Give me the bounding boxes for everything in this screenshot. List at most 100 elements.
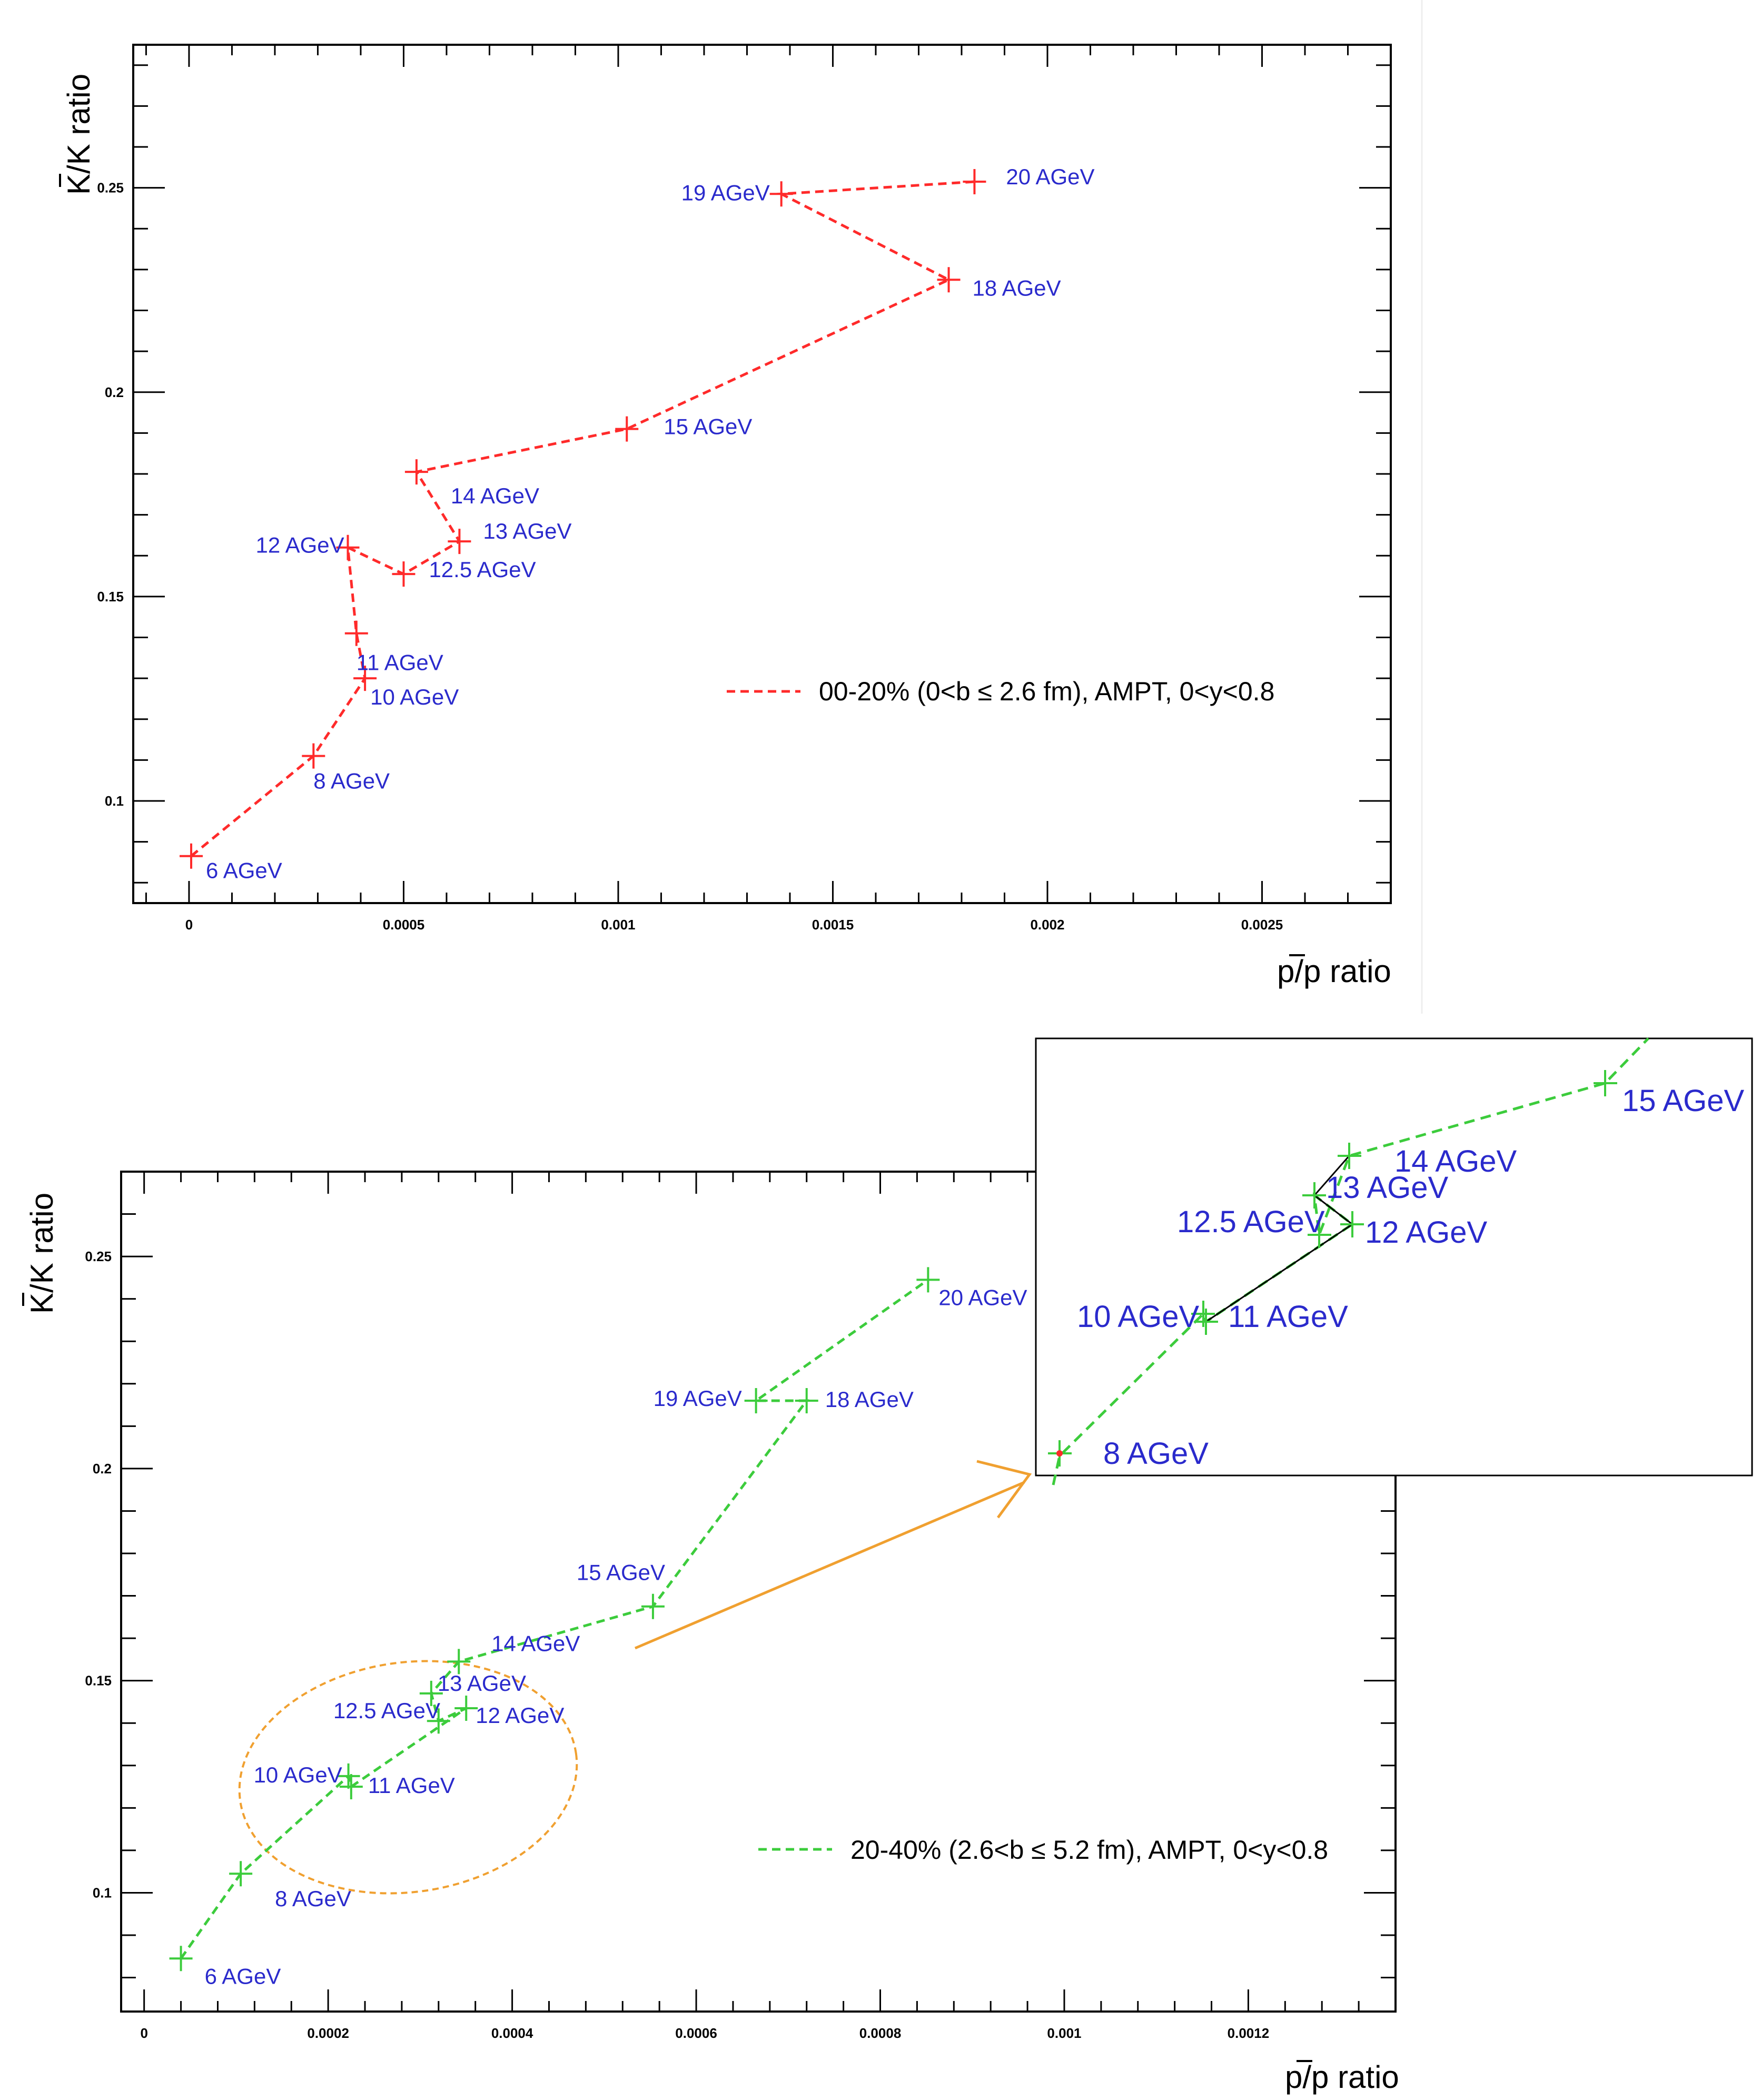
data-label: 8 AGeV [313, 769, 390, 794]
inset-marker [1302, 1182, 1326, 1209]
data-point [302, 743, 325, 769]
data-label: 14 AGeV [491, 1631, 580, 1656]
x-tick-label: 0 [185, 917, 193, 933]
inset-marker [1308, 1222, 1331, 1248]
legend-label: 20-40% (2.6<b ≤ 5.2 fm), AMPT, 0<y<0.8 [850, 1835, 1328, 1865]
data-label: 12 AGeV [256, 533, 344, 558]
inset-label-10: 10 AGeV [1077, 1300, 1199, 1334]
data-label: 20 AGeV [938, 1285, 1027, 1310]
y-tick-label: 0.2 [105, 384, 124, 400]
inset-marker [1340, 1211, 1364, 1237]
data-point [353, 666, 377, 691]
data-label: 14 AGeV [451, 483, 539, 508]
y-tick-labels: 0.1 0.15 0.2 0.25 [97, 180, 124, 809]
x-tick-label: 0.0008 [859, 2025, 902, 2041]
y-tick-labels: 0.1 0.15 0.2 0.25 [85, 1249, 112, 1900]
data-label: 6 AGeV [206, 858, 282, 883]
data-point [419, 1680, 443, 1706]
data-point [169, 1946, 193, 1972]
data-point [392, 561, 415, 587]
point-labels: 6 AGeV 8 AGeV 10 AGeV 11 AGeV 12 AGeV 12.5 AG… [205, 1285, 1027, 1988]
data-label: 18 AGeV [973, 275, 1061, 300]
plot-frame [120, 1171, 1397, 2013]
zoom-arrow-head [976, 1460, 1032, 1519]
data-label: 15 AGeV [664, 414, 752, 439]
data-point [795, 1388, 818, 1413]
series-path [180, 1279, 929, 1959]
data-point [404, 459, 428, 485]
x-tick-label: 0.0004 [491, 2025, 533, 2041]
data-point [448, 529, 471, 554]
x-tick-label: 0 [140, 2025, 147, 2041]
data-point [229, 1861, 253, 1887]
inset-frame [1035, 1037, 1753, 1477]
data-label: 10 AGeV [370, 685, 459, 709]
inset-label-14: 14 AGeV [1394, 1144, 1517, 1178]
data-label: 12.5 AGeV [333, 1698, 440, 1723]
inset-label-13: 13 AGeV [1326, 1171, 1448, 1205]
data-point [427, 1708, 450, 1734]
data-label: 18 AGeV [825, 1387, 914, 1412]
inset-label-11: 11 AGeV [1228, 1300, 1348, 1334]
legend: 20-40% (2.6<b ≤ 5.2 fm), AMPT, 0<y<0.8 [758, 1835, 1328, 1865]
data-label: 19 AGeV [681, 180, 770, 205]
x-axis-label: p/p ratio [1277, 954, 1391, 989]
inset-black-line [1205, 1155, 1354, 1323]
inset-marker [1594, 1070, 1617, 1096]
data-label: 12.5 AGeV [429, 557, 536, 582]
y-tick-label: 0.25 [97, 180, 124, 196]
data-point [615, 416, 639, 442]
x-tick-label: 0.0015 [812, 917, 854, 933]
data-point [337, 1763, 360, 1789]
data-label: 8 AGeV [275, 1886, 351, 1911]
y-tick-label: 0.15 [97, 589, 124, 605]
x-tick-labels: 0 0.0005 0.001 0.0015 0.002 0.0025 [185, 917, 1283, 933]
data-point [744, 1388, 768, 1413]
zoom-inset: 15 AGeV 14 AGeV 13 AGeV 12.5 AGeV 12 AGe… [1035, 1037, 1753, 1485]
top-chart: 0 0.0005 0.001 0.0015 0.002 0.0025 0.1 0.15 0.2… [59, 44, 1392, 989]
data-points [169, 1267, 940, 1972]
highlight-ellipse [238, 1660, 578, 1895]
data-point [180, 843, 203, 869]
data-label: 10 AGeV [254, 1762, 342, 1787]
data-point [339, 1774, 363, 1800]
data-label: 11 AGeV [368, 1773, 455, 1798]
series-line [180, 1279, 929, 1959]
data-label: 20 AGeV [1006, 164, 1094, 189]
y-axis-label: K/K ratio [61, 74, 96, 195]
inset-label-8: 8 AGeV [1103, 1437, 1209, 1471]
legend: 00-20% (0<b ≤ 2.6 fm), AMPT, 0<y<0.8 [727, 677, 1274, 706]
series-path [190, 180, 975, 857]
data-point [454, 1696, 478, 1721]
point-labels: 6 AGeV 8 AGeV 10 AGeV 11 AGeV 12 AGeV 12.5 AG… [206, 164, 1095, 883]
legend-label: 00-20% (0<b ≤ 2.6 fm), AMPT, 0<y<0.8 [819, 677, 1274, 706]
data-label: 12 AGeV [476, 1703, 564, 1728]
x-tick-labels: 0 0.0002 0.0004 0.0006 0.0008 0.001 0.0012 [140, 2025, 1269, 2041]
inset-label-15: 15 AGeV [1622, 1084, 1744, 1118]
zoom-arrow [635, 1481, 1025, 1650]
x-tick-label: 0.0006 [675, 2025, 717, 2041]
data-label: 11 AGeV [357, 650, 443, 675]
data-label: 19 AGeV [654, 1386, 742, 1411]
data-points [180, 169, 986, 869]
x-tick-label: 0.001 [1047, 2025, 1081, 2041]
inset-marker [1338, 1143, 1361, 1169]
data-label: 15 AGeV [577, 1560, 665, 1585]
data-point [937, 267, 961, 293]
x-tick-label: 0.0005 [383, 917, 425, 933]
x-axis-label: p/p ratio [1285, 2059, 1399, 2095]
y-tick-label: 0.25 [85, 1249, 112, 1264]
inset-marker [1194, 1309, 1218, 1335]
data-point [336, 534, 360, 560]
data-point [641, 1593, 665, 1619]
data-label: 13 AGeV [483, 519, 571, 543]
data-point [769, 181, 793, 207]
x-tick-label: 0.001 [601, 917, 635, 933]
x-tick-label: 0.0012 [1228, 2025, 1270, 2041]
tick-marks [133, 45, 1392, 903]
data-label: 6 AGeV [205, 1964, 281, 1988]
y-tick-label: 0.1 [93, 1885, 112, 1900]
series-line [190, 180, 975, 857]
y-tick-label: 0.15 [85, 1673, 112, 1689]
